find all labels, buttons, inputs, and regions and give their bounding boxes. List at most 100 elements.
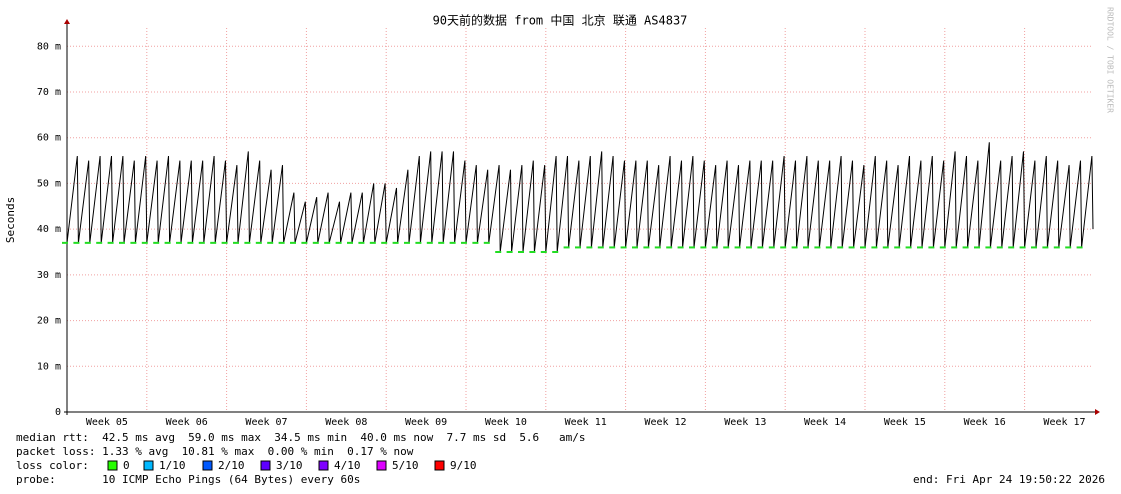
x-tick-label: Week 11: [565, 417, 607, 428]
loss-marker: [107, 241, 114, 244]
y-tick-label: 20 m: [37, 316, 61, 327]
loss-marker: [1008, 246, 1015, 249]
y-tick-label: 70 m: [37, 87, 61, 98]
probe: probe: 10 ICMP Echo Pings (64 Bytes) eve…: [16, 473, 360, 486]
loss-marker: [917, 246, 923, 249]
loss-marker: [575, 246, 581, 249]
loss-marker: [768, 246, 775, 249]
loss-marker: [415, 241, 422, 244]
loss-marker: [734, 246, 741, 249]
x-axis-arrow: [1095, 409, 1100, 415]
loss-marker: [860, 246, 866, 249]
loss-marker: [985, 246, 992, 249]
loss-marker: [404, 241, 410, 244]
x-tick-label: Week 06: [166, 417, 208, 428]
loss-marker: [928, 246, 935, 249]
loss-swatch: [376, 460, 387, 471]
legend-line: median rtt: 42.5 ms avg 59.0 ms max 34.5…: [16, 431, 586, 444]
loss-marker: [905, 246, 912, 249]
loss-swatch: [202, 460, 213, 471]
loss-marker: [632, 246, 638, 249]
loss-marker: [825, 246, 832, 249]
loss-marker: [1042, 246, 1049, 249]
legend-label: loss color:: [16, 459, 89, 472]
loss-marker: [677, 246, 684, 249]
loss-marker: [871, 246, 878, 249]
loss-marker: [529, 251, 536, 253]
x-tick-label: Week 08: [325, 417, 367, 428]
x-tick-label: Week 07: [245, 417, 287, 428]
loss-marker: [278, 241, 285, 244]
loss-marker: [586, 246, 593, 249]
loss-marker: [73, 241, 80, 244]
loss-marker: [746, 246, 752, 249]
loss-marker: [757, 246, 764, 249]
loss-marker: [723, 246, 730, 249]
x-tick-label: Week 05: [86, 417, 128, 428]
loss-marker: [233, 241, 239, 244]
loss-marker: [461, 241, 467, 244]
loss-marker: [1053, 246, 1060, 249]
loss-marker: [381, 241, 388, 244]
loss-marker: [301, 241, 308, 244]
loss-marker: [369, 241, 376, 244]
y-tick-label: 30 m: [37, 270, 61, 281]
loss-label: 1/10: [159, 459, 186, 472]
loss-swatch: [107, 460, 118, 471]
loss-marker: [312, 241, 319, 244]
loss-marker: [495, 251, 502, 253]
loss-marker: [882, 246, 889, 249]
loss-marker: [96, 241, 103, 244]
x-tick-label: Week 10: [485, 417, 527, 428]
y-axis-label: Seconds: [4, 197, 17, 243]
loss-marker: [620, 246, 627, 249]
loss-swatch: [143, 460, 154, 471]
loss-marker: [791, 246, 798, 249]
loss-marker: [198, 241, 205, 244]
loss-marker: [780, 246, 787, 249]
loss-label: 2/10: [218, 459, 245, 472]
loss-marker: [255, 241, 262, 244]
loss-marker: [996, 246, 1003, 249]
loss-marker: [221, 241, 228, 244]
x-tick-label: Week 15: [884, 417, 926, 428]
loss-marker: [974, 246, 980, 249]
loss-marker: [962, 246, 969, 249]
loss-marker: [176, 241, 182, 244]
y-tick-label: 0: [55, 407, 61, 418]
loss-marker: [689, 246, 695, 249]
x-tick-label: Week 13: [724, 417, 766, 428]
y-tick-label: 40 m: [37, 224, 61, 235]
loss-marker: [654, 246, 661, 249]
loss-swatch: [434, 460, 445, 471]
loss-marker: [130, 241, 137, 244]
loss-label: 9/10: [450, 459, 477, 472]
loss-marker: [814, 246, 821, 249]
loss-marker: [392, 241, 399, 244]
end-time: end: Fri Apr 24 19:50:22 2026: [913, 473, 1105, 486]
watermark: RRDTOOL / TOBI OETIKER: [1106, 7, 1115, 113]
loss-label: 4/10: [334, 459, 361, 472]
loss-marker: [164, 241, 171, 244]
loss-marker: [335, 241, 342, 244]
x-tick-label: Week 09: [405, 417, 447, 428]
loss-marker: [267, 241, 274, 244]
loss-marker: [347, 241, 353, 244]
loss-marker: [438, 241, 445, 244]
loss-marker: [1031, 246, 1037, 249]
loss-marker: [894, 246, 901, 249]
loss-marker: [290, 241, 296, 244]
loss-marker: [153, 241, 160, 244]
loss-marker: [1076, 246, 1083, 249]
loss-marker: [609, 246, 616, 249]
loss-marker: [666, 246, 673, 249]
y-tick-label: 50 m: [37, 178, 61, 189]
loss-marker: [597, 246, 604, 249]
loss-marker: [449, 241, 456, 244]
loss-marker: [700, 246, 707, 249]
y-tick-label: 10 m: [37, 361, 61, 372]
loss-marker: [540, 251, 547, 253]
loss-marker: [358, 241, 365, 244]
y-axis-arrow: [64, 19, 70, 24]
